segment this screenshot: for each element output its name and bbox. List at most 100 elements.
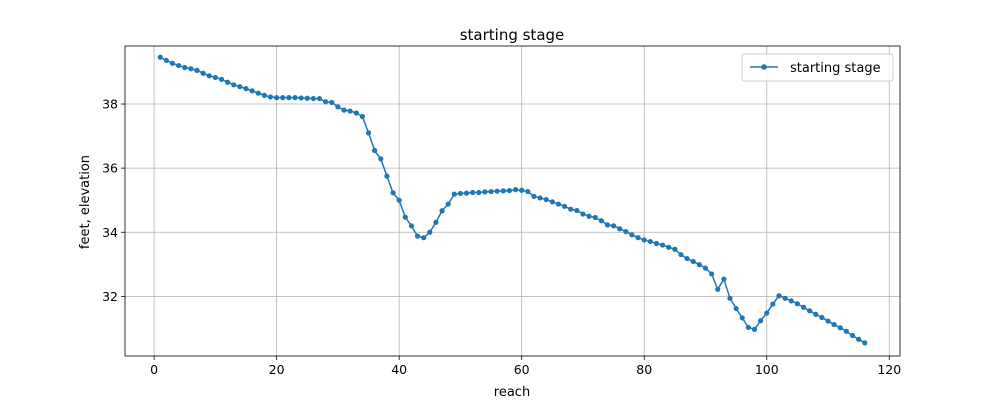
data-point	[684, 255, 690, 262]
data-point	[439, 208, 445, 214]
chart-title: starting stage	[460, 26, 565, 44]
data-point	[794, 301, 800, 307]
data-point	[218, 76, 225, 82]
data-point	[831, 321, 837, 328]
data-point	[274, 95, 280, 101]
data-point	[157, 54, 163, 60]
data-point	[304, 95, 310, 101]
data-point	[764, 310, 770, 316]
data-point	[807, 308, 813, 314]
data-point	[739, 315, 745, 321]
data-point	[408, 223, 415, 229]
data-point	[188, 66, 194, 72]
data-point	[414, 233, 421, 239]
y-axis-label: feet, elevation	[78, 155, 93, 249]
data-point	[470, 189, 476, 196]
data-point	[666, 244, 672, 250]
data-point	[512, 187, 519, 193]
data-point	[237, 84, 243, 90]
data-point	[500, 188, 506, 194]
data-point	[476, 189, 482, 196]
data-point	[709, 271, 715, 277]
data-point	[580, 211, 586, 217]
series-layer	[157, 54, 868, 346]
legend-label: starting stage	[790, 61, 881, 76]
data-point	[610, 223, 617, 229]
plot-frame	[124, 45, 901, 357]
data-point	[537, 195, 543, 201]
data-point	[225, 79, 231, 85]
data-point	[335, 104, 341, 110]
data-point	[267, 94, 274, 100]
data-point	[776, 293, 782, 299]
data-point	[169, 60, 176, 66]
x-tick-label: 40	[391, 362, 407, 377]
y-tick-label: 34	[102, 225, 118, 240]
data-point	[715, 286, 721, 292]
data-point	[653, 240, 660, 247]
data-point	[176, 62, 182, 69]
data-point	[849, 332, 856, 339]
data-point	[856, 336, 862, 342]
data-point	[721, 276, 727, 282]
data-point	[519, 187, 525, 193]
data-point	[249, 88, 255, 94]
data-point	[843, 328, 849, 334]
data-point	[635, 235, 641, 241]
data-point	[261, 92, 267, 98]
data-point	[574, 207, 580, 214]
data-point	[561, 203, 568, 209]
data-point	[292, 95, 298, 101]
data-point	[163, 57, 169, 64]
data-point	[421, 235, 427, 241]
data-point	[182, 64, 188, 71]
data-point	[206, 73, 212, 79]
data-point	[733, 305, 739, 312]
data-point	[690, 258, 696, 265]
legend-box	[741, 53, 894, 82]
data-point	[782, 295, 788, 301]
data-point	[641, 237, 647, 243]
data-point	[678, 252, 684, 258]
data-point	[280, 95, 286, 101]
data-point	[200, 70, 206, 76]
data-point	[384, 173, 390, 179]
x-tick-label: 80	[636, 362, 652, 377]
data-point	[592, 214, 598, 221]
data-point	[727, 295, 733, 301]
data-point	[329, 99, 335, 106]
x-axis-label: reach	[494, 385, 530, 400]
data-point	[819, 314, 825, 321]
data-point	[647, 238, 653, 245]
data-point	[231, 82, 237, 88]
data-point	[402, 214, 408, 220]
data-point	[506, 187, 513, 194]
x-tick-label: 120	[877, 362, 901, 377]
data-point	[390, 190, 396, 196]
data-point	[825, 318, 831, 324]
data-point	[255, 90, 261, 96]
data-point	[617, 226, 623, 232]
data-point	[549, 199, 555, 205]
data-point	[555, 201, 562, 207]
data-point	[531, 193, 537, 199]
data-point	[800, 304, 807, 310]
data-point	[494, 188, 500, 194]
data-point	[488, 188, 494, 195]
data-point	[194, 67, 200, 73]
x-tick-label: 20	[269, 362, 285, 377]
data-point	[310, 95, 316, 102]
axes-frame	[124, 45, 901, 357]
data-point	[323, 99, 329, 105]
data-point	[586, 213, 592, 219]
data-point	[378, 156, 384, 162]
y-tick-label: 32	[102, 289, 118, 304]
y-tick-label: 36	[102, 161, 118, 176]
data-point	[341, 107, 347, 113]
data-point	[396, 197, 402, 203]
data-point	[372, 147, 378, 154]
data-point	[212, 74, 218, 81]
data-point	[445, 201, 451, 207]
data-point	[702, 265, 709, 271]
